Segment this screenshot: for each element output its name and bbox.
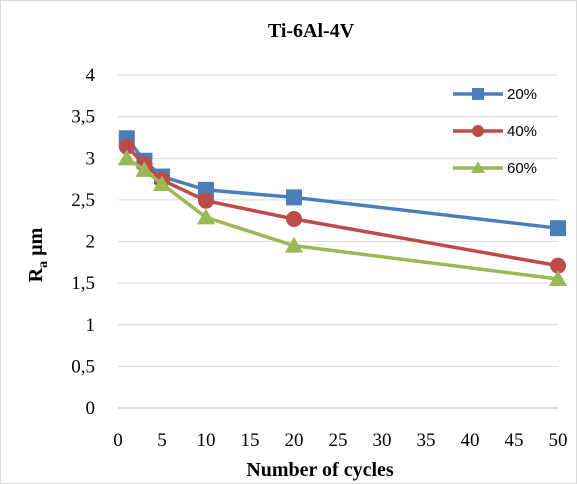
series-line [125, 156, 559, 281]
grid-lines [118, 74, 558, 409]
data-point [197, 208, 215, 225]
legend-item: 40% [453, 123, 537, 140]
chart-title: Ti-6Al-4V [268, 20, 355, 42]
y-axis-title-subscript: a [36, 261, 51, 268]
y-tick-label: 3 [86, 148, 96, 169]
y-axis-title-main: R [25, 267, 47, 282]
series-20% [118, 130, 566, 237]
data-point [286, 189, 302, 206]
x-tick-label: 45 [505, 430, 524, 451]
y-axis-title: Ra µm [25, 227, 51, 282]
data-point [286, 211, 302, 228]
y-tick-label: 3,5 [71, 107, 95, 128]
series-line [125, 137, 559, 230]
y-tick-label: 1 [86, 315, 96, 336]
data-point [198, 192, 214, 209]
x-tick-label: 50 [549, 430, 568, 451]
series-60% [117, 149, 567, 286]
data-point [550, 257, 566, 274]
legend: 20% 40% 60% [453, 86, 537, 177]
data-point [472, 88, 484, 100]
legend-item: 60% [453, 160, 537, 177]
y-tick-label: 0 [86, 398, 96, 419]
data-point [285, 236, 303, 253]
x-tick-labels: 0 5 10 15 20 25 30 35 40 45 50 [113, 430, 567, 451]
y-tick-label: 0,5 [71, 356, 95, 377]
y-tick-label: 1,5 [71, 273, 95, 294]
data-point [549, 270, 567, 286]
x-tick-label: 15 [241, 430, 260, 451]
data-point [117, 149, 136, 166]
legend-label: 60% [507, 160, 537, 177]
data-point [118, 138, 135, 155]
y-tick-labels: 0 0,5 1 1,5 2 2,5 3 3,5 4 [71, 65, 95, 419]
y-axis-title-unit: µm [25, 227, 47, 261]
x-tick-label: 5 [157, 430, 167, 451]
y-tick-label: 4 [86, 65, 96, 86]
x-axis-title: Number of cycles [246, 459, 394, 481]
legend-label: 20% [507, 86, 537, 103]
x-tick-label: 25 [329, 430, 348, 451]
x-tick-label: 40 [461, 430, 480, 451]
data-point [471, 161, 485, 173]
data-point [153, 175, 171, 192]
legend-label: 40% [507, 123, 537, 140]
data-point [550, 220, 566, 237]
data-point [135, 161, 154, 177]
y-tick-label: 2,5 [71, 190, 95, 211]
x-tick-label: 20 [285, 430, 304, 451]
series-lines [117, 130, 567, 286]
x-tick-label: 30 [373, 430, 392, 451]
x-tick-label: 35 [417, 430, 436, 451]
legend-item: 20% [453, 86, 537, 103]
y-tick-label: 2 [86, 232, 96, 253]
x-tick-label: 0 [113, 430, 123, 451]
x-tick-label: 10 [197, 430, 216, 451]
data-point [472, 125, 484, 137]
